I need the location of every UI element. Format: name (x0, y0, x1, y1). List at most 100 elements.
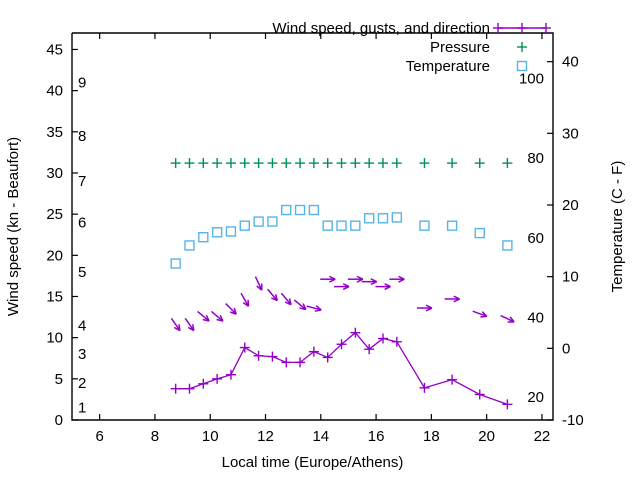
wind-speed-marker (322, 352, 333, 363)
wind-direction-arrow (254, 276, 263, 291)
temperature-marker (253, 216, 264, 227)
wind-speed-marker (225, 369, 236, 380)
temperature-marker (336, 220, 347, 231)
wind-direction-arrow (416, 304, 433, 312)
wind-speed-marker (377, 333, 388, 344)
temperature-marker (391, 212, 403, 223)
pressure-marker (447, 158, 458, 169)
y2-axis-title: Temperature (C - F) (609, 161, 626, 293)
wind-speed-marker (253, 350, 264, 361)
wind-speed-marker (267, 351, 278, 362)
temperature-marker (446, 220, 458, 231)
wind-speed-marker (170, 383, 181, 394)
pressure-marker (295, 158, 306, 169)
pressure-marker (170, 158, 181, 169)
y-tick-label: 30 (46, 165, 63, 182)
y-tick-label: 25 (46, 206, 63, 223)
temperature-marker (198, 232, 209, 243)
wind-speed-marker (350, 327, 361, 338)
x-tick-label: 14 (312, 428, 329, 445)
wind-direction-arrow (389, 275, 405, 283)
pressure-marker (377, 158, 388, 169)
fahrenheit-label-40: 40 (527, 309, 544, 326)
x-axis-title: Local time (Europe/Athens) (222, 454, 404, 471)
wind-direction-arrow (334, 283, 350, 291)
legend-symbol-end-0 (541, 23, 551, 33)
wind-direction-arrow (240, 292, 250, 307)
fahrenheit-label-100: 100 (519, 71, 544, 88)
x-tick-label: 10 (202, 428, 219, 445)
wind-direction-arrow (210, 310, 224, 322)
wind-direction-arrow (280, 292, 292, 306)
legend-label-0: Wind speed, gusts, and direction (272, 20, 490, 37)
pressure-marker (322, 158, 333, 169)
wind-speed-marker (239, 342, 250, 353)
wind-speed-marker (336, 339, 347, 350)
plot-border (71, 32, 554, 421)
legend-label-2: Temperature (406, 58, 490, 75)
beaufort-label-5: 5 (78, 264, 86, 281)
pressure-marker (239, 158, 250, 169)
x-tick-label: 22 (534, 428, 551, 445)
y2-tick-label: 40 (562, 54, 579, 71)
temperature-marker (474, 227, 485, 239)
wind-direction-arrow (267, 288, 278, 302)
fahrenheit-label-60: 60 (527, 230, 544, 247)
wind-direction-arrow (293, 299, 307, 311)
y-tick-label: 5 (55, 371, 63, 388)
y2-tick-label: 10 (562, 269, 579, 286)
legend-symbol-1 (517, 42, 527, 52)
wind-speed-marker (308, 346, 319, 357)
y2-tick-label: 0 (562, 340, 570, 357)
y-tick-label: 15 (46, 288, 63, 305)
beaufort-label-9: 9 (78, 74, 86, 91)
y2-tick-label: 30 (562, 125, 579, 142)
x-tick-label: 8 (151, 428, 159, 445)
wind-speed-marker (364, 344, 375, 355)
pressure-marker (225, 158, 236, 169)
temperature-marker (184, 240, 195, 251)
fahrenheit-label-80: 80 (527, 150, 544, 167)
x-tick-label: 20 (478, 428, 495, 445)
temperature-marker (350, 220, 361, 231)
wind-speed-marker (447, 374, 458, 385)
pressure-marker (281, 158, 292, 169)
pressure-marker (364, 158, 375, 169)
x-tick-label: 6 (95, 428, 103, 445)
y-tick-label: 40 (46, 83, 63, 100)
pressure-marker (198, 158, 209, 169)
fahrenheit-label-20: 20 (527, 389, 544, 406)
y-tick-label: 0 (55, 412, 63, 429)
legend-symbol-2 (516, 60, 528, 72)
x-tick-label: 16 (368, 428, 385, 445)
temperature-marker (267, 216, 278, 227)
wind-speed-marker (391, 336, 402, 347)
wind-direction-arrow (225, 303, 237, 315)
wind-speed-marker (474, 389, 485, 400)
wind-direction-arrow (472, 310, 488, 318)
wind-direction-arrow (444, 295, 460, 303)
pressure-marker (391, 158, 402, 169)
wind-direction-arrow (170, 317, 181, 332)
wind-speed-marker (198, 378, 209, 389)
pressure-marker (253, 158, 264, 169)
temperature-marker (281, 204, 292, 216)
temperature-marker (211, 227, 223, 238)
beaufort-label-1: 1 (78, 400, 86, 417)
wind-speed-marker (295, 357, 306, 368)
beaufort-label-4: 4 (78, 317, 86, 334)
temperature-marker (322, 220, 333, 231)
wind-speed-marker (502, 399, 513, 410)
temperature-marker (377, 213, 389, 224)
wind-speed-marker (184, 383, 195, 394)
y-tick-label: 35 (46, 124, 63, 141)
pressure-marker (474, 158, 485, 169)
temperature-marker (225, 226, 237, 237)
wind-speed-marker (281, 357, 292, 368)
pressure-marker (267, 158, 278, 169)
y-axis-title: Wind speed (kn - Beaufort) (5, 137, 22, 316)
beaufort-label-7: 7 (78, 173, 86, 190)
temperature-marker (294, 204, 306, 216)
